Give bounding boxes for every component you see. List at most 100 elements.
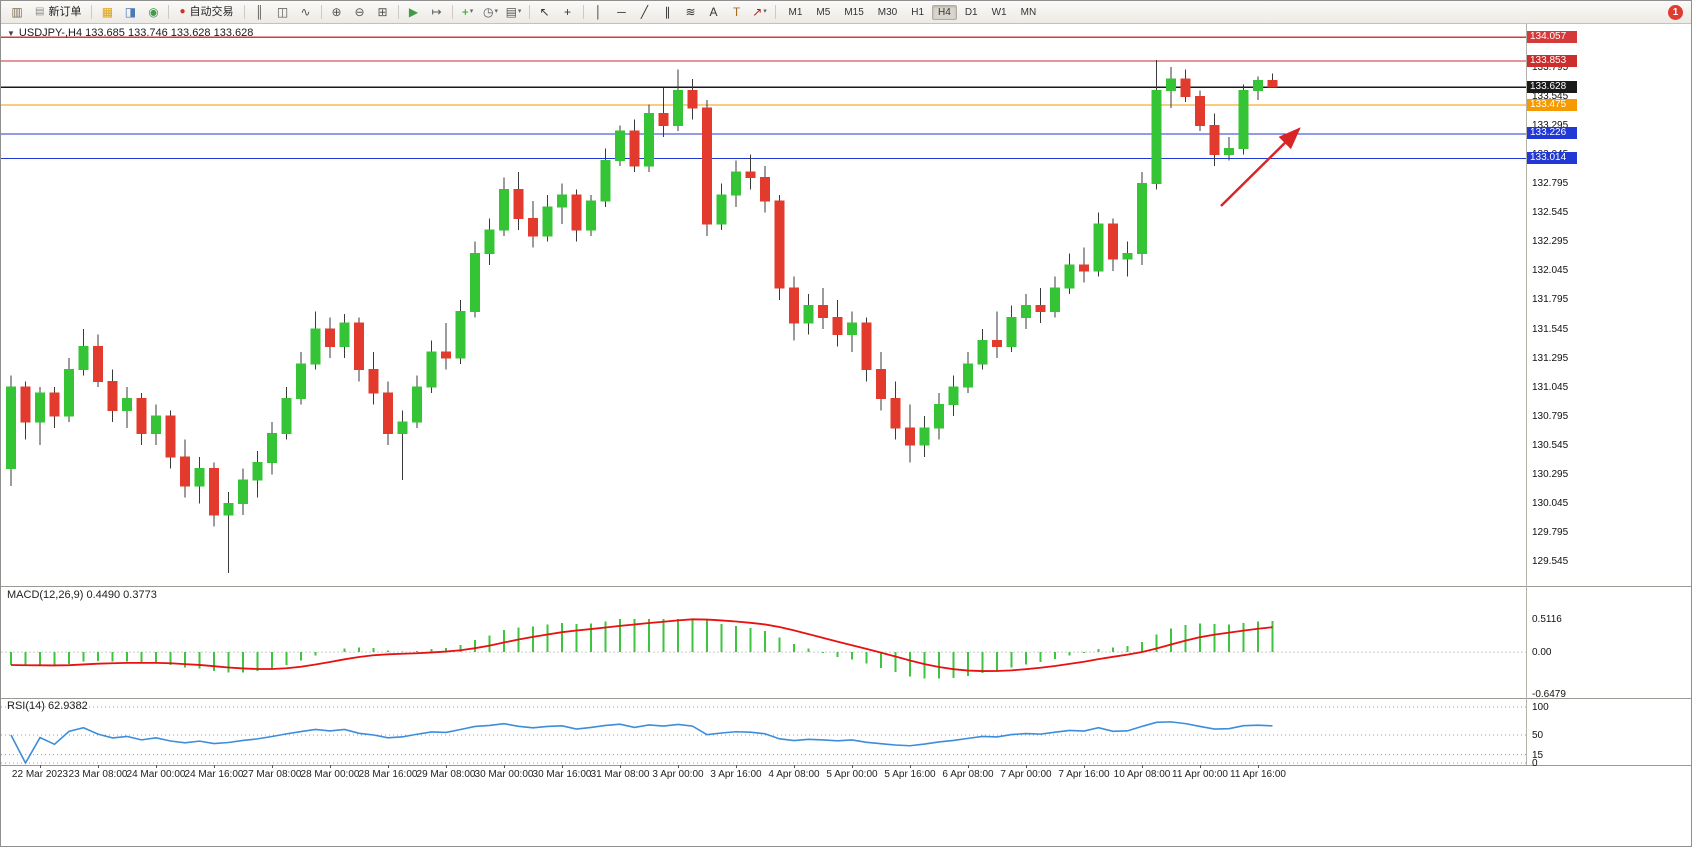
toolbar-separator <box>168 5 170 19</box>
label-icon[interactable]: T <box>726 3 748 21</box>
time-tick <box>98 765 99 768</box>
time-label: 30 Mar 16:00 <box>532 769 592 780</box>
periods-icon: ◷ <box>483 5 494 19</box>
candle <box>774 200 785 289</box>
macd-scale-label: 0.5116 <box>1532 614 1562 625</box>
cursor-icon[interactable]: ↖ <box>534 3 556 21</box>
chart-shift-icon[interactable]: ↦ <box>426 3 448 21</box>
macd-signal-line <box>10 618 1273 672</box>
timeframe-d1-button[interactable]: D1 <box>964 6 978 18</box>
toolbar-separator <box>243 5 245 19</box>
toolbar-separator <box>397 5 399 19</box>
price-chart[interactable] <box>1 23 1526 586</box>
panel-separator-rsi[interactable] <box>1 698 1691 699</box>
fibonacci-icon: ≋ <box>685 5 696 19</box>
channel-icon[interactable]: ∥ <box>657 3 679 21</box>
collapse-triangle-icon[interactable]: ▼ <box>7 28 15 38</box>
panel-separator-macd[interactable] <box>1 586 1691 587</box>
price-badge: 133.628 <box>1527 80 1577 93</box>
macd-panel[interactable] <box>1 586 1526 698</box>
data-window-icon[interactable]: ◨ <box>119 3 141 21</box>
add-indicator-icon[interactable]: + ▾ <box>457 3 479 21</box>
auto-trading-button[interactable]: ● 自动交易 <box>173 3 239 21</box>
zoom-out-icon: ⊖ <box>354 5 365 19</box>
candle <box>136 398 147 435</box>
time-label: 7 Apr 00:00 <box>1000 769 1052 780</box>
timeframe-m30-button[interactable]: M30 <box>877 6 898 18</box>
candlestick-chart-icon[interactable]: ◫ <box>272 3 294 21</box>
candle <box>658 113 669 126</box>
candle <box>1224 148 1234 155</box>
price-scale-label: 133.795 <box>1532 61 1569 73</box>
arrow-annotation[interactable] <box>1220 127 1301 207</box>
candle <box>615 130 625 161</box>
candle <box>847 322 857 336</box>
charts-icon[interactable]: ▥ <box>6 3 28 21</box>
notification-badge[interactable]: 1 <box>1668 4 1683 20</box>
candle <box>1253 80 1263 91</box>
timeframe-w1-button[interactable]: W1 <box>991 6 1007 18</box>
timeframe-m1-button[interactable]: M1 <box>788 6 803 18</box>
timeframe-h1-button[interactable]: H1 <box>911 6 925 18</box>
arrows-icon[interactable]: ↗ ▾ <box>749 3 771 21</box>
crosshair-icon[interactable]: + <box>557 3 579 21</box>
market-watch-icon[interactable]: ▦ <box>96 3 118 21</box>
auto-trading-button-label: 自动交易 <box>189 6 234 18</box>
time-tick <box>736 765 737 768</box>
timeframe-m15-button[interactable]: M15 <box>844 6 864 18</box>
new-order-button[interactable]: ▤ 新订单 <box>29 3 87 21</box>
candle <box>1122 252 1133 260</box>
time-label: 27 Mar 08:00 <box>242 769 302 780</box>
candle <box>1195 95 1205 126</box>
candle <box>223 502 234 516</box>
horizontal-line-icon[interactable]: ─ <box>611 3 633 21</box>
auto-scroll-icon[interactable]: ▶ <box>403 3 425 21</box>
vertical-line-icon[interactable]: │ <box>588 3 610 21</box>
candle <box>629 130 640 167</box>
line-chart-icon[interactable]: ∿ <box>295 3 317 21</box>
candle <box>1267 80 1278 88</box>
rsi-panel[interactable] <box>1 698 1526 765</box>
candle <box>49 392 60 417</box>
timeframe-h4-button[interactable]: H4 <box>932 4 957 20</box>
trendline-icon[interactable]: ╱ <box>634 3 656 21</box>
periods-icon[interactable]: ◷ ▾ <box>480 3 502 21</box>
candle <box>861 322 872 371</box>
tile-windows-icon[interactable]: ⊞ <box>372 3 394 21</box>
candle <box>78 345 89 371</box>
templates-icon[interactable]: ▤ ▾ <box>503 3 525 21</box>
toolbar: ▥ ▤ 新订单 ▦ ◨ ◉ ● 自动交易 ║ ◫ ∿ ⊕ ⊖ ⊞ ▶ ↦ + ▾ ◷ ▾ ▤ ▾ ↖ + │ ─ ╱ ∥ ≋ A T ↗ ▾ M1… <box>1 1 1691 24</box>
zoom-in-icon[interactable]: ⊕ <box>326 3 348 21</box>
crosshair-icon: + <box>563 5 571 19</box>
candle <box>194 468 205 487</box>
timeframe-mn-button[interactable]: MN <box>1020 6 1037 18</box>
fibonacci-icon[interactable]: ≋ <box>680 3 702 21</box>
time-axis[interactable]: 22 Mar 2023 23 Mar 08:00 24 Mar 00:00 24 Ma… <box>1 765 1526 787</box>
price-scale[interactable]: 133.795133.545133.295133.045132.795132.5… <box>1526 1 1691 846</box>
price-scale-label: 130.045 <box>1532 497 1569 509</box>
zoom-out-icon[interactable]: ⊖ <box>349 3 371 21</box>
candle <box>412 386 422 423</box>
time-label: 24 Mar 16:00 <box>184 769 244 780</box>
rsi-scale-label: 0 <box>1532 758 1538 769</box>
time-tick <box>1026 765 1027 768</box>
text-icon: A <box>709 5 718 19</box>
timeframe-m5-button[interactable]: M5 <box>816 6 831 18</box>
toolbar-separator <box>582 5 584 19</box>
candle <box>455 310 466 359</box>
text-icon[interactable]: A <box>703 3 725 21</box>
candle <box>93 345 103 382</box>
candle <box>586 200 596 231</box>
trendline-icon: ╱ <box>640 5 649 19</box>
zoom-in-icon: ⊕ <box>331 5 342 19</box>
price-scale-label: 131.545 <box>1532 323 1569 335</box>
navigator-icon[interactable]: ◉ <box>142 3 164 21</box>
time-label: 28 Mar 16:00 <box>358 769 418 780</box>
bar-chart-icon[interactable]: ║ <box>249 3 271 21</box>
price-scale-label: 131.795 <box>1532 294 1569 306</box>
time-label: 10 Apr 08:00 <box>1113 769 1171 780</box>
time-tick <box>1258 765 1259 768</box>
candle <box>325 328 335 347</box>
price-badge: 133.853 <box>1527 54 1577 67</box>
